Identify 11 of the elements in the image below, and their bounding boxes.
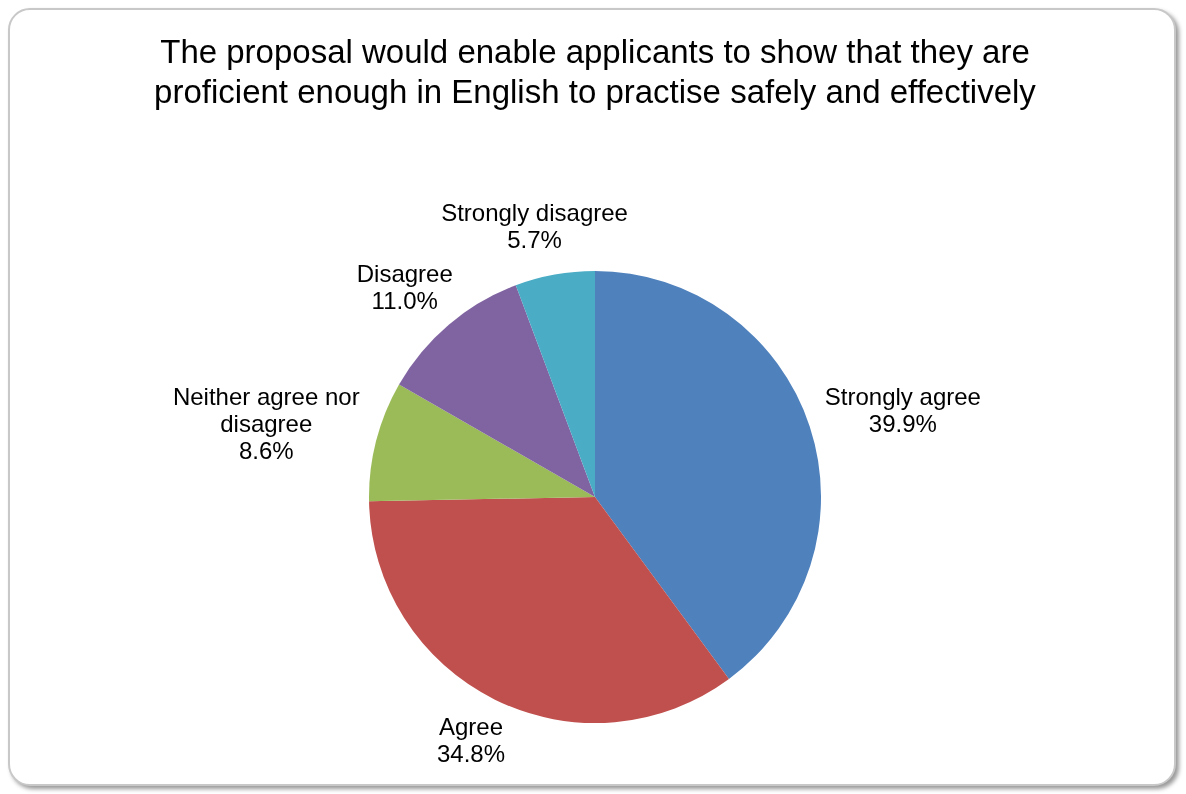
chart-title: The proposal would enable applicants to show that they are proficient enough in English to practise safely and effectively xyxy=(153,32,1037,112)
data-label: 8.6% xyxy=(238,437,294,465)
slice-label: Neither agree nor disagree xyxy=(172,383,360,438)
data-label: 34.8% xyxy=(436,739,506,767)
data-label: 11.0% xyxy=(371,286,438,314)
slice-label: Strongly agree xyxy=(824,382,981,410)
data-label: 39.9% xyxy=(868,409,937,437)
slice-label: Strongly disagree xyxy=(441,199,628,227)
slice-label: Disagree xyxy=(356,259,453,287)
data-label: 5.7% xyxy=(507,226,562,254)
slice-label: Agree xyxy=(438,712,504,740)
